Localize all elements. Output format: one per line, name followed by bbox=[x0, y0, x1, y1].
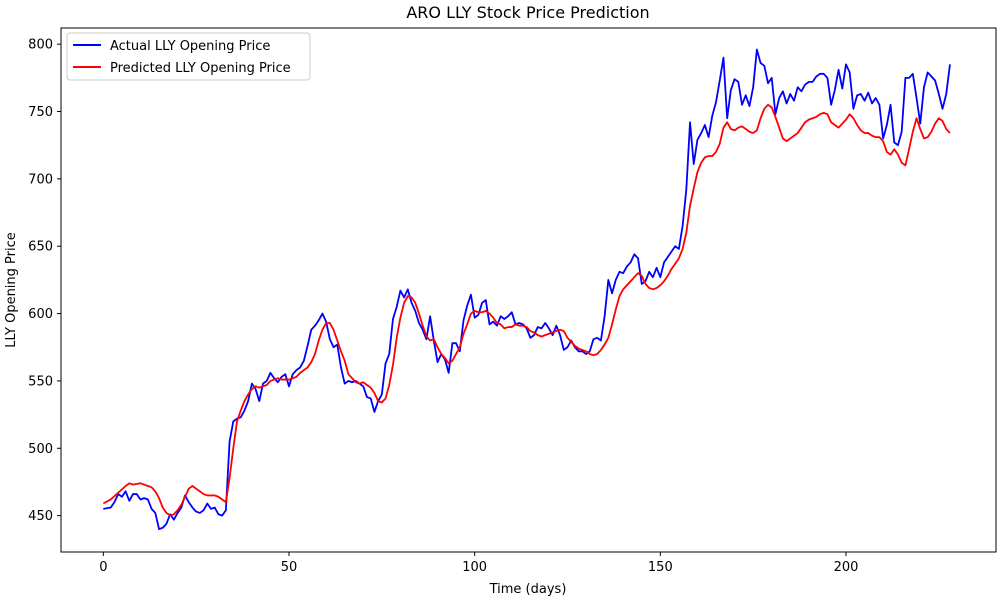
x-tick-label: 200 bbox=[834, 560, 859, 575]
x-tick-label: 100 bbox=[462, 560, 487, 575]
y-tick-label: 700 bbox=[28, 172, 53, 187]
series-line-actual bbox=[103, 48, 951, 530]
y-tick-label: 550 bbox=[28, 374, 53, 389]
x-tick-label: 0 bbox=[99, 560, 107, 575]
legend-label-actual: Actual LLY Opening Price bbox=[110, 39, 270, 54]
y-tick-label: 650 bbox=[28, 240, 53, 255]
y-axis: 450 500 550 600 650 700 750 800 bbox=[28, 38, 61, 524]
x-axis: 0 50 100 150 200 bbox=[99, 552, 858, 575]
y-tick-label: 750 bbox=[28, 105, 53, 120]
series-line-predicted bbox=[102, 103, 951, 517]
x-tick-label: 150 bbox=[648, 560, 673, 575]
legend: Actual LLY Opening Price Predicted LLY O… bbox=[66, 32, 311, 81]
legend-box bbox=[66, 32, 311, 81]
chart-title: ARO LLY Stock Price Prediction bbox=[406, 3, 649, 22]
x-tick-label: 50 bbox=[281, 560, 298, 575]
y-tick-label: 500 bbox=[28, 442, 53, 457]
y-tick-label: 800 bbox=[28, 38, 53, 53]
y-tick-label: 600 bbox=[28, 307, 53, 322]
plot-frame bbox=[60, 27, 997, 553]
y-axis-label: LLY Opening Price bbox=[4, 232, 19, 348]
series-layer bbox=[102, 48, 951, 530]
x-axis-label: Time (days) bbox=[489, 582, 567, 597]
legend-label-predicted: Predicted LLY Opening Price bbox=[110, 61, 291, 76]
y-tick-label: 450 bbox=[28, 509, 53, 524]
